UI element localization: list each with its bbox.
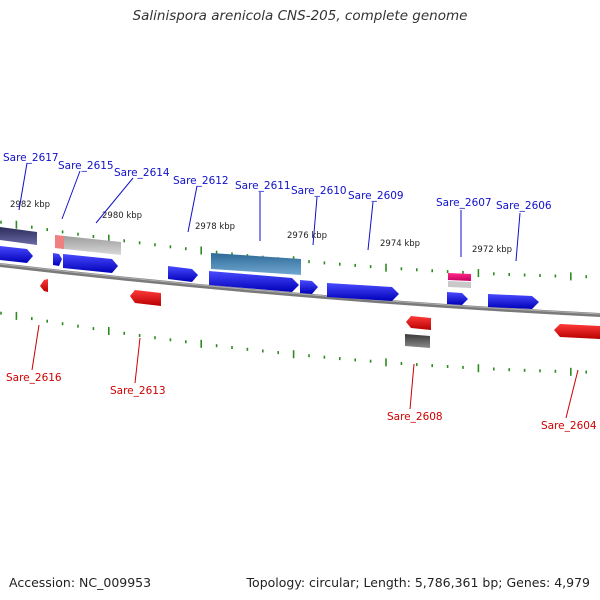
map-title: Salinispora arenicola CNS-205, complete …: [132, 8, 468, 24]
gene-arrow-sare-2610: [300, 280, 318, 294]
tick-label-2978: 2978 kbp: [195, 222, 235, 232]
gene-arrow-sare-2613: [130, 290, 161, 306]
upper-tick-row: [0, 220, 588, 281]
gene-label-sare-2610: Sare_2610: [291, 185, 347, 197]
gene-arrow-sare-2606: [488, 294, 539, 309]
gene-arrow-sare-2607: [447, 292, 468, 305]
reverse-leader-lines: [31, 324, 579, 419]
forward-leader-lines: [18, 162, 521, 262]
gene-label-sare-2608: Sare_2608: [387, 411, 443, 423]
length-value: 5,786,361 bp: [414, 575, 499, 590]
gene-label-sare-2616: Sare_2616: [6, 372, 62, 384]
feature-block-grey: [55, 235, 121, 255]
feature-block-salmon: [55, 235, 64, 249]
genome-stats: Topology: circular; Length: 5,786,361 bp…: [246, 575, 590, 590]
gene-arrow-sare-2615a: [53, 253, 62, 266]
feature-block-pink: [448, 273, 471, 281]
length-label: Length:: [363, 575, 411, 590]
gene-arrow-sare-2616: [40, 279, 48, 292]
gene-label-sare-2612: Sare_2612: [173, 175, 229, 187]
gene-arrow-sare-2611: [209, 271, 299, 292]
gene-arrow-sare-2612: [168, 266, 198, 282]
accession-label: Accession:: [9, 575, 76, 590]
tick-label-2982: 2982 kbp: [10, 200, 50, 210]
gene-label-sare-2617: Sare_2617: [3, 152, 59, 164]
accession-info: Accession: NC_009953: [9, 575, 151, 590]
gene-arrow-sare-2617: [0, 246, 33, 263]
tick-label-2974: 2974 kbp: [380, 239, 420, 249]
gene-arrow-sare-2604: [554, 324, 600, 339]
genes-label: Genes:: [506, 575, 551, 590]
feature-block-steel: [211, 253, 301, 275]
gene-label-sare-2615: Sare_2615: [58, 160, 114, 172]
lower-tick-row: [0, 311, 588, 376]
gene-arrow-sare-2608: [406, 316, 431, 330]
gene-arrow-sare-2615: [63, 254, 118, 273]
gene-label-sare-2614: Sare_2614: [114, 167, 170, 179]
feature-block-navy: [0, 227, 37, 245]
genes-value: 4,979: [554, 575, 590, 590]
reverse-gene-arrows: [40, 279, 600, 339]
tick-label-2976: 2976 kbp: [287, 231, 327, 241]
gene-label-sare-2607: Sare_2607: [436, 197, 492, 209]
forward-gene-arrows: [0, 246, 539, 309]
feature-block-lightgrey: [448, 281, 471, 288]
tick-label-2972: 2972 kbp: [472, 245, 512, 255]
tick-label-2980: 2980 kbp: [102, 211, 142, 221]
gene-arrow-sare-2609: [327, 283, 399, 301]
gene-label-sare-2604: Sare_2604: [541, 420, 597, 432]
gene-label-sare-2613: Sare_2613: [110, 385, 166, 397]
gene-label-sare-2606: Sare_2606: [496, 200, 552, 212]
topology-value: circular: [309, 575, 356, 590]
feature-ring-outer: [0, 227, 471, 348]
accession-value: NC_009953: [79, 575, 152, 590]
genome-backbone: [0, 263, 600, 317]
topology-label: Topology:: [246, 575, 306, 590]
gene-label-sare-2611: Sare_2611: [235, 180, 291, 192]
feature-block-darkgrey: [405, 334, 430, 348]
gene-label-sare-2609: Sare_2609: [348, 190, 404, 202]
